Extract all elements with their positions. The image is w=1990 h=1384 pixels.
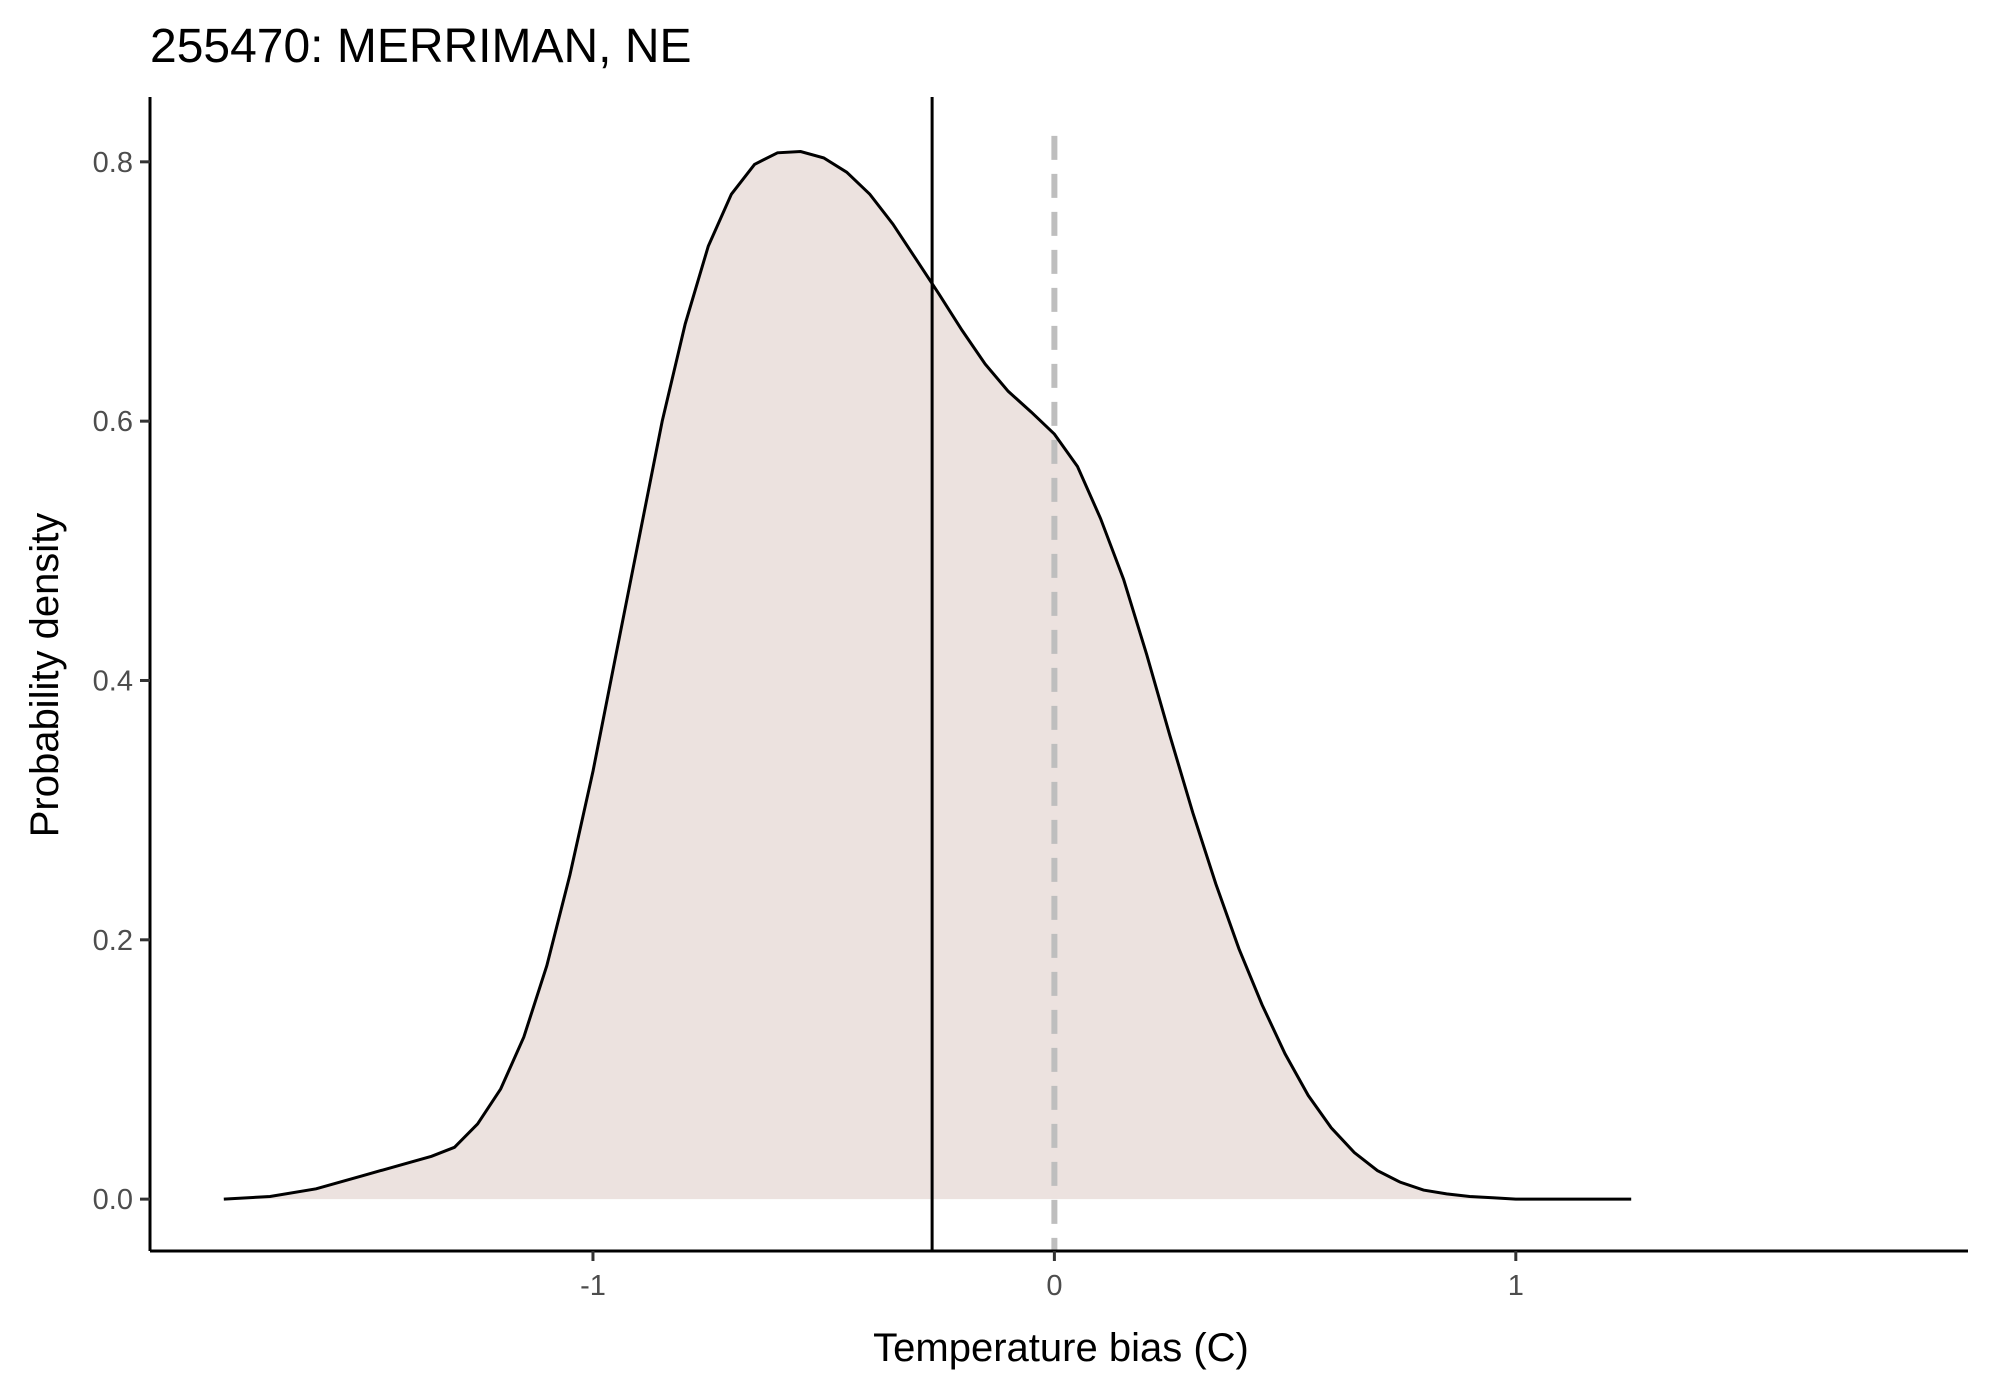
y-tick-label: 0.0	[93, 1184, 133, 1216]
x-tick-label: -1	[580, 1270, 606, 1302]
x-axis-title: Temperature bias (C)	[873, 1326, 1249, 1370]
density-area-fill	[223, 151, 1632, 1200]
y-tick-label: 0.8	[93, 147, 133, 179]
x-axis: -1 0 1	[150, 1249, 1968, 1302]
y-tick-label: 0.4	[93, 665, 133, 697]
y-axis-title: Probability density	[23, 513, 67, 838]
x-tick-label: 0	[1046, 1270, 1062, 1302]
chart-title: 255470: MERRIMAN, NE	[150, 20, 692, 73]
y-tick-label: 0.2	[93, 925, 133, 957]
y-axis: 0.0 0.2 0.4 0.6 0.8	[93, 97, 152, 1251]
plot-panel	[223, 97, 1632, 1251]
density-curve	[223, 149, 1632, 1201]
x-tick-label: 1	[1508, 1270, 1524, 1302]
y-tick-label: 0.6	[93, 406, 133, 438]
